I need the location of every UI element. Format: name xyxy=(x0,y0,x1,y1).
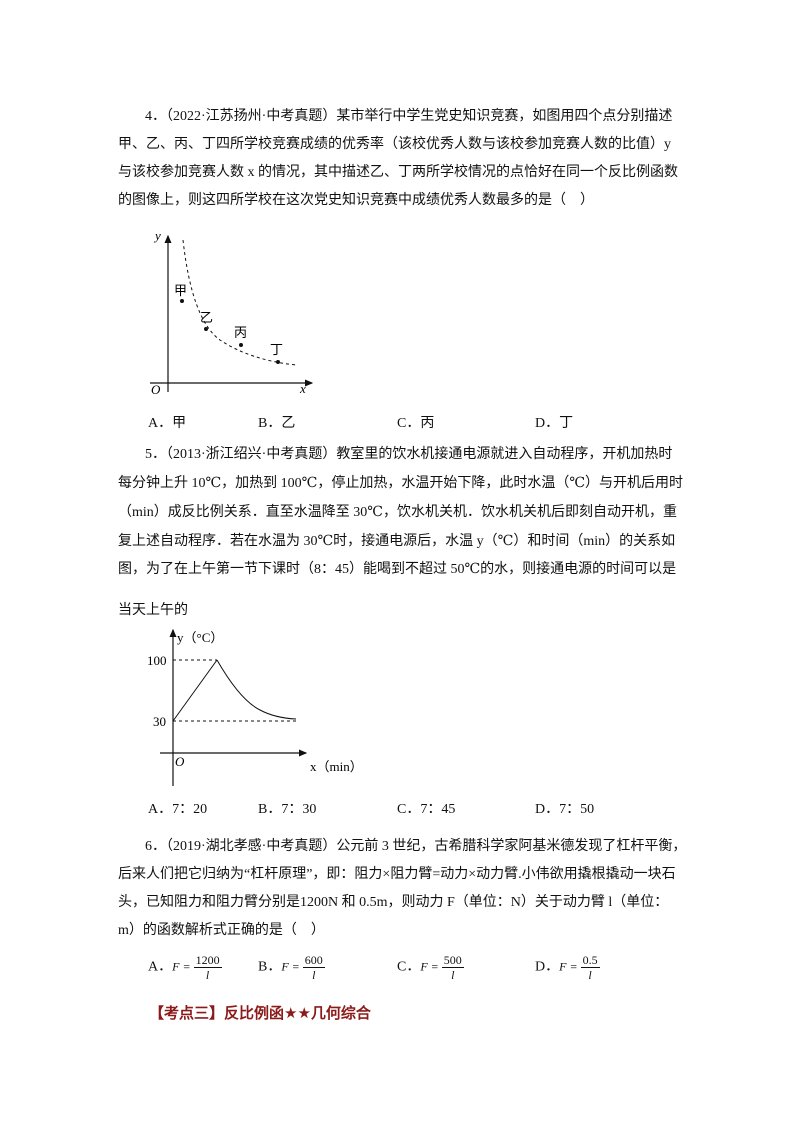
denominator: l xyxy=(588,968,592,982)
q4-line-2: 甲、乙、丙、丁四所学校竞赛成绩的优秀率（该校优秀人数与该校参加竞赛人数的比值）y xyxy=(118,137,671,152)
q4-figure: y x O 甲 乙 丙 丁 xyxy=(150,228,314,397)
q6-line-2: 后来人们把它归纳为“杠杆原理”，即：阻力×阻力臂=动力×动力臂.小伟欲用撬根撬动… xyxy=(118,867,676,882)
q5-option-b[interactable]: B．7：30 xyxy=(258,802,317,817)
q4-option-a[interactable]: A．甲 xyxy=(148,416,187,431)
q6-option-c[interactable]: C．F = 500 l xyxy=(397,953,464,982)
q4-line-3: 与该校参加竞赛人数 x 的情况，其中描述乙、丁两所学校情况的点恰好在同一个反比例… xyxy=(118,165,678,180)
x-axis-label: x xyxy=(299,381,306,396)
q4-line-1: 4．（2022·江苏扬州·中考真题）某市举行中学生党史知识竞赛，如图用四个点分别… xyxy=(145,109,673,124)
q4-option-d[interactable]: D．丁 xyxy=(535,416,574,431)
q5-line-3: （min）成反比例关系．直至水温降至 30℃，饮水机关机．饮水机关机后即刻自动开… xyxy=(118,505,677,520)
numerator: 1200 xyxy=(193,953,222,968)
point-label-bing: 丙 xyxy=(234,325,247,340)
denominator: l xyxy=(205,968,210,982)
point-label-jia: 甲 xyxy=(174,283,187,298)
option-lhs: F = xyxy=(559,959,578,974)
cooling-curve xyxy=(216,659,297,720)
q5-option-a[interactable]: A．7：20 xyxy=(148,802,208,817)
option-letter: C． xyxy=(397,959,421,975)
q5-line-5: 图，为了在上午第一节下课时（8：45）能喝到不超过 50℃的水，则接通电源的时间… xyxy=(118,562,677,577)
y-axis-label: y xyxy=(153,228,161,243)
x-axis-label: x（min） xyxy=(310,759,363,774)
y-tick-100: 100 xyxy=(147,653,167,668)
q5-line-1: 5．（2013·浙江绍兴·中考真题）教室里的饮水机接通电源就进入自动程序，开机加… xyxy=(145,447,673,462)
option-letter: D． xyxy=(535,959,560,975)
option-lhs: F = xyxy=(172,959,191,974)
numerator: 0.5 xyxy=(580,953,600,968)
origin-label: O xyxy=(175,754,185,769)
fraction: 0.5 l xyxy=(580,953,600,982)
point-label-ding: 丁 xyxy=(270,342,283,357)
section-heading: 【考点三】反比例函★★几何综合 xyxy=(149,1004,371,1022)
q6-line-4: m）的函数解析式正确的是（ ） xyxy=(118,923,325,938)
numerator: 600 xyxy=(302,953,325,968)
origin-label: O xyxy=(151,382,161,397)
q5-figure: y（°C） 100 30 O x（min） xyxy=(147,628,363,786)
q6-option-b[interactable]: B．F = 600 l xyxy=(258,953,325,982)
point-bing xyxy=(239,343,243,347)
q5-line-4: 复上述自动程序．若在水温为 30℃时，接通电源后，水温 y（℃）和时间（min）… xyxy=(118,534,676,549)
numerator: 500 xyxy=(441,953,464,968)
q5-line-6: 当天上午的 xyxy=(118,603,188,618)
q6-option-a[interactable]: A．F = 1200 l xyxy=(148,953,222,982)
q6-line-1: 6．（2019·湖北孝感·中考真题）公元前 3 世纪，古希腊科学家阿基米德发现了… xyxy=(145,839,687,854)
heating-line xyxy=(172,659,218,722)
option-letter: A． xyxy=(148,959,173,975)
q5-line-2: 每分钟上升 10℃，加热到 100℃，停止加热，水温开始下降，此时水温（℃）与开… xyxy=(118,476,683,491)
q6-line-3: 头，已知阻力和阻力臂分别是1200N 和 0.5m，则动力 F（单位：N）关于动… xyxy=(118,895,669,910)
q4-line-4: 的图像上，则这四所学校在这次党史知识竞赛中成绩优秀人数最多的是（ ） xyxy=(118,193,594,208)
fraction: 600 l xyxy=(302,953,325,982)
fraction: 500 l xyxy=(441,953,464,982)
inverse-curve xyxy=(182,239,297,366)
y-axis-label: y（°C） xyxy=(177,630,223,645)
point-yi xyxy=(204,327,208,331)
q6-option-d[interactable]: D．F = 0.5 l xyxy=(535,953,600,982)
denominator: l xyxy=(312,968,316,982)
point-jia xyxy=(180,299,184,303)
denominator: l xyxy=(451,968,455,982)
point-label-yi: 乙 xyxy=(200,310,213,325)
option-letter: B． xyxy=(258,959,282,975)
option-lhs: F = xyxy=(420,959,439,974)
q5-option-d[interactable]: D．7：50 xyxy=(535,802,595,817)
q4-option-c[interactable]: C．丙 xyxy=(397,416,435,431)
point-ding xyxy=(276,360,280,364)
q4-option-b[interactable]: B．乙 xyxy=(258,416,296,431)
fraction: 1200 l xyxy=(193,953,222,982)
y-tick-30: 30 xyxy=(153,714,166,729)
q5-option-c[interactable]: C．7：45 xyxy=(397,802,456,817)
option-lhs: F = xyxy=(281,959,300,974)
